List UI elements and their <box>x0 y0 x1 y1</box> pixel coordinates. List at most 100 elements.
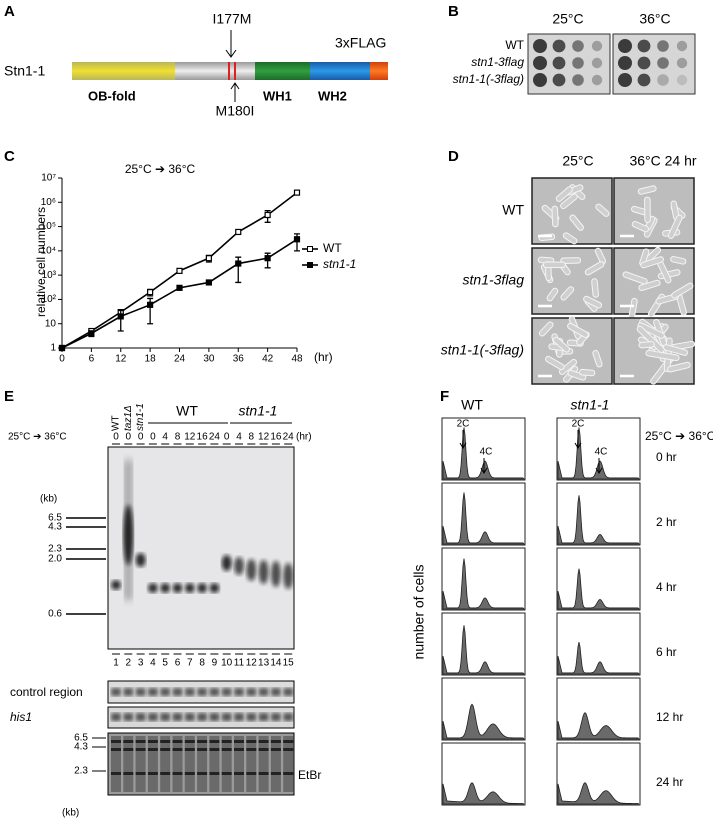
his1-band <box>283 713 294 721</box>
colony-spot <box>533 39 547 53</box>
colony-spot <box>618 56 632 70</box>
his1-band <box>270 713 281 721</box>
stain-marker: 6.5 <box>74 733 88 744</box>
control-band <box>135 688 146 696</box>
etbr-band <box>111 740 121 743</box>
panel-letter: B <box>448 3 459 20</box>
cell <box>591 278 599 298</box>
peak-label: 2C <box>572 419 585 430</box>
lane-number: 10 <box>221 658 233 669</box>
cell <box>670 255 687 265</box>
data-point <box>205 279 212 286</box>
spot-plates <box>527 33 696 95</box>
etbr-band <box>147 740 158 743</box>
mutation-site <box>228 62 230 80</box>
cell <box>538 321 554 337</box>
his1-band <box>111 713 121 721</box>
arrow <box>595 458 603 474</box>
lane-number: 1 <box>113 658 119 669</box>
stain-unit: (kb) <box>62 808 79 819</box>
protein-name: Stn1-1 <box>4 63 45 79</box>
etbr-band <box>160 748 171 751</box>
time-label: 16 <box>270 432 282 443</box>
cell <box>546 287 559 302</box>
y-tick-label: 10 <box>45 318 57 329</box>
size-marker: 2.0 <box>48 554 62 565</box>
lane-strain: stn1-1 <box>135 403 146 431</box>
histogram <box>442 625 525 675</box>
data-point <box>235 260 242 267</box>
etbr-band <box>184 748 195 751</box>
colony-spot <box>657 74 669 86</box>
cell <box>631 220 649 233</box>
panel-letter: E <box>4 388 14 405</box>
his1-band <box>184 713 195 721</box>
stain-label: EtBr <box>298 768 321 782</box>
data-point <box>147 289 154 296</box>
band <box>160 583 171 593</box>
lane-strain: WT <box>111 415 122 431</box>
x-tick-label: 42 <box>262 354 274 365</box>
y-tick-label: 10⁶ <box>41 197 56 208</box>
etbr-band <box>184 772 195 775</box>
histogram-frame <box>556 417 641 481</box>
size-marker: 4.3 <box>48 522 62 533</box>
panel-letter: A <box>4 3 15 20</box>
lane-number: 15 <box>283 658 295 669</box>
etbr-band <box>283 748 294 751</box>
time-label: 12 <box>258 432 270 443</box>
etbr-lane <box>197 736 208 792</box>
cell <box>667 361 691 373</box>
lane-number: 6 <box>175 658 181 669</box>
colony-spot <box>572 40 584 52</box>
time-label: 8 <box>175 432 181 443</box>
data-point <box>235 228 242 236</box>
time-label: 12 hr <box>656 710 683 724</box>
cell <box>640 256 664 269</box>
strain-label: WT <box>505 38 524 52</box>
etbr-band <box>172 740 183 743</box>
strain-label: WT <box>502 202 524 218</box>
data-point <box>176 267 183 274</box>
micrographs <box>531 177 696 385</box>
x-tick-label: 48 <box>291 354 303 365</box>
etbr-band <box>234 748 244 751</box>
time-label: 2 hr <box>656 515 677 529</box>
his1-band <box>160 713 171 721</box>
etbr-band <box>221 748 232 751</box>
strain-label: stn1-1(-3flag) <box>441 342 524 358</box>
domain-label: WH2 <box>318 88 347 103</box>
peak-label: 4C <box>595 447 608 458</box>
etbr-band <box>258 772 269 775</box>
size-marker: 0.6 <box>48 609 62 620</box>
colony-spot <box>657 57 669 69</box>
etbr-lane <box>135 736 146 792</box>
cell <box>622 271 648 285</box>
y-tick-label: 10² <box>42 294 57 305</box>
cell <box>569 214 584 231</box>
colony-spot <box>591 40 603 52</box>
cell <box>667 214 683 239</box>
etbr-band <box>123 740 134 743</box>
chart-title: 25°C ➔ 36°C <box>125 162 196 176</box>
band <box>184 583 195 593</box>
etbr-lane <box>221 736 232 792</box>
cell <box>567 369 587 381</box>
size-marker: 6.5 <box>48 513 62 524</box>
y-tick-label: 10⁷ <box>41 173 56 184</box>
cell <box>552 336 570 353</box>
lane-number: 9 <box>212 658 218 669</box>
unit-label: (hr) <box>296 432 312 443</box>
y-tick-label: 10³ <box>42 270 57 281</box>
colony-spot <box>533 73 547 87</box>
data-point <box>147 301 154 308</box>
loading-bands <box>111 688 294 792</box>
domain-bar <box>72 62 388 80</box>
etbr-band <box>111 772 121 775</box>
etbr-lane <box>258 736 269 792</box>
data-point <box>58 344 66 352</box>
band <box>147 583 158 593</box>
panel-letter: F <box>440 388 449 405</box>
etbr-band <box>270 740 281 743</box>
